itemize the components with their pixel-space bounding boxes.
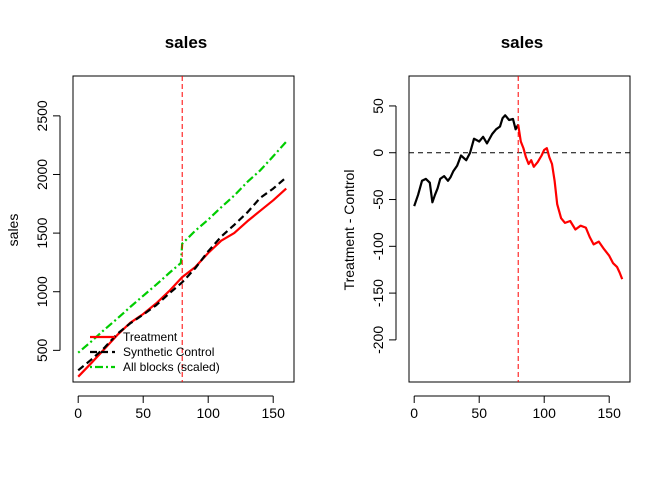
legend-label: All blocks (scaled) xyxy=(123,360,220,374)
right-panel-title: sales xyxy=(501,33,544,52)
y-tick-label: -50 xyxy=(370,189,386,209)
x-tick-label: 50 xyxy=(135,405,151,421)
y-tick-label: 1500 xyxy=(34,217,50,248)
left-panel-title: sales xyxy=(165,33,208,52)
series-line xyxy=(77,140,288,354)
left-panel: sales sales 0 50 100 150 500 1000 1500 2000 2500… xyxy=(5,33,295,421)
y-tick-label: 1000 xyxy=(34,276,50,307)
y-tick-label: -150 xyxy=(370,279,386,307)
y-tick-label: 500 xyxy=(34,338,50,362)
y-tick-label: -200 xyxy=(370,326,386,354)
plot-frame xyxy=(72,75,295,383)
x-tick-label: 0 xyxy=(410,405,418,421)
x-tick-label: 100 xyxy=(533,405,557,421)
legend-label: Treatment xyxy=(123,330,178,344)
x-tick-label: 50 xyxy=(471,405,487,421)
x-tick-label: 100 xyxy=(197,405,221,421)
legend-label: Synthetic Control xyxy=(123,345,214,359)
y-tick-label: 0 xyxy=(370,149,386,157)
x-tick-label: 150 xyxy=(262,405,286,421)
series-line xyxy=(517,124,624,280)
y-tick-label: -100 xyxy=(370,232,386,260)
series-line xyxy=(413,114,520,207)
series-line xyxy=(77,176,287,372)
y-tick-label: 50 xyxy=(370,98,386,114)
right-panel-ylabel: Treatment - Control xyxy=(341,170,357,291)
x-tick-label: 150 xyxy=(598,405,622,421)
plot-frame xyxy=(408,75,631,383)
left-panel-ylabel: sales xyxy=(5,214,21,247)
right-panel: sales Treatment - Control 0 50 100 150 -200 -… xyxy=(341,33,631,421)
y-tick-label: 2500 xyxy=(34,100,50,131)
y-tick-label: 2000 xyxy=(34,159,50,190)
x-tick-label: 0 xyxy=(74,405,82,421)
